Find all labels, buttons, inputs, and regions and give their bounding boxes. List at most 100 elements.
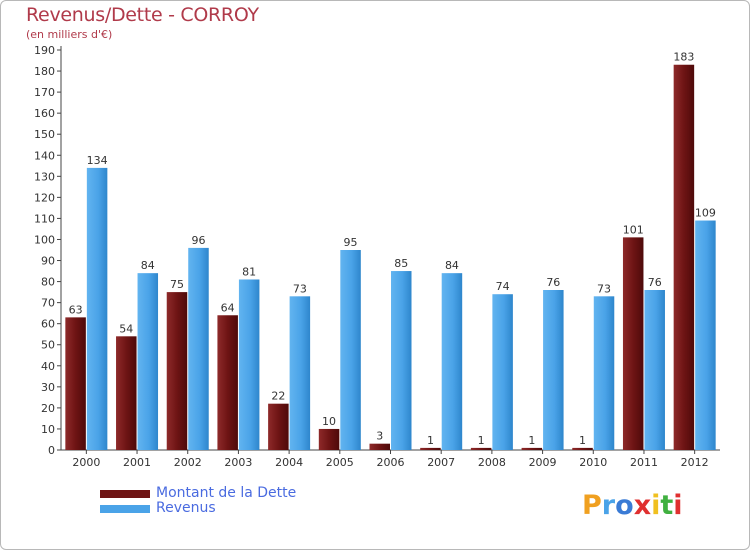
y-tick-label: 130 — [34, 170, 55, 183]
legend-item-revenus: Revenus — [100, 501, 296, 516]
bar-revenus — [391, 271, 412, 450]
bar-debt — [521, 447, 543, 450]
x-tick-label: 2000 — [72, 456, 100, 469]
bar-revenus — [441, 273, 463, 450]
bar-debt — [369, 443, 390, 450]
y-tick-label: 190 — [34, 44, 55, 57]
data-label-revenus: 96 — [191, 234, 205, 247]
x-tick-label: 2012 — [681, 456, 709, 469]
bar-debt — [65, 317, 86, 450]
x-tick-label: 2003 — [224, 456, 252, 469]
y-tick-label: 30 — [41, 381, 55, 394]
bar-debt — [318, 428, 340, 450]
bar-revenus — [492, 294, 513, 450]
chart-title: Revenus/Dette - CORROY — [26, 4, 259, 26]
data-label-debt: 10 — [322, 415, 336, 428]
bar-revenus — [593, 296, 615, 450]
bar-revenus — [188, 247, 209, 450]
data-label-revenus: 76 — [546, 276, 560, 289]
bar-debt — [420, 447, 441, 450]
legend-swatch-debt — [100, 489, 150, 498]
bar-debt — [572, 447, 593, 450]
legend-label-debt: Montant de la Dette — [156, 485, 297, 501]
logo-letter: r — [601, 490, 616, 521]
bar-debt — [217, 315, 238, 450]
x-tick-label: 2009 — [529, 456, 557, 469]
bar-debt — [673, 64, 695, 450]
bar-debt — [116, 336, 137, 450]
y-tick-label: 40 — [41, 360, 55, 373]
bar-revenus — [340, 250, 361, 450]
y-tick-label: 110 — [34, 212, 55, 225]
chart-subtitle: (en milliers d'€) — [26, 28, 113, 41]
data-labels: 63 134 54 84 75 96 64 81 22 73 10 95 3 85 1 84 1 74 1 76 1 73… — [69, 51, 716, 447]
logo-letter: i — [673, 490, 683, 521]
data-label-debt: 101 — [623, 223, 644, 236]
data-label-revenus: 84 — [445, 259, 459, 272]
data-label-revenus: 74 — [496, 280, 510, 293]
y-tick-label: 170 — [34, 86, 55, 99]
bar-revenus — [543, 290, 564, 450]
data-label-debt: 75 — [170, 278, 184, 291]
y-tick-label: 160 — [34, 107, 55, 120]
data-label-debt: 64 — [221, 301, 235, 314]
data-label-debt: 3 — [376, 430, 383, 443]
logo-letter: o — [615, 490, 634, 521]
bar-debt — [622, 237, 644, 450]
x-tick-label: 2001 — [123, 456, 151, 469]
data-label-revenus: 134 — [87, 154, 108, 167]
data-label-revenus: 73 — [597, 282, 611, 295]
bar-debt — [166, 292, 188, 450]
y-tick-label: 90 — [41, 255, 55, 268]
data-label-debt: 1 — [579, 434, 586, 447]
x-tick-label: 2006 — [377, 456, 405, 469]
axes: 0102030405060708090100110120130140150160… — [34, 44, 720, 469]
data-label-debt: 183 — [673, 51, 694, 64]
proxiti-logo: Proxiti — [582, 490, 683, 521]
logo-letter: P — [582, 490, 602, 521]
x-tick-label: 2011 — [630, 456, 658, 469]
logo-letter: t — [660, 490, 674, 521]
y-tick-label: 120 — [34, 191, 55, 204]
y-tick-label: 60 — [41, 318, 55, 331]
x-tick-label: 2007 — [427, 456, 455, 469]
y-tick-label: 80 — [41, 276, 55, 289]
legend: Montant de la Dette Revenus — [100, 486, 296, 516]
data-label-debt: 63 — [69, 303, 83, 316]
data-label-debt: 54 — [119, 322, 133, 335]
y-tick-label: 150 — [34, 128, 55, 141]
bar-revenus — [86, 167, 108, 451]
data-label-revenus: 95 — [344, 236, 358, 249]
data-label-debt: 1 — [528, 434, 535, 447]
x-tick-label: 2002 — [174, 456, 202, 469]
data-label-debt: 1 — [427, 434, 434, 447]
y-tick-label: 180 — [34, 65, 55, 78]
bar-revenus — [695, 220, 716, 450]
x-tick-label: 2004 — [275, 456, 303, 469]
bar-revenus — [137, 273, 159, 450]
y-tick-label: 0 — [48, 444, 55, 457]
bars — [65, 64, 716, 451]
x-tick-label: 2005 — [326, 456, 354, 469]
y-tick-label: 10 — [41, 423, 55, 436]
x-tick-label: 2010 — [579, 456, 607, 469]
y-tick-label: 20 — [41, 402, 55, 415]
y-tick-label: 140 — [34, 149, 55, 162]
data-label-revenus: 81 — [242, 265, 256, 278]
bar-debt — [268, 403, 289, 450]
logo-letter: i — [651, 490, 661, 521]
bar-revenus — [238, 279, 260, 450]
data-label-revenus: 84 — [141, 259, 155, 272]
x-tick-label: 2008 — [478, 456, 506, 469]
data-label-revenus: 73 — [293, 282, 307, 295]
data-label-revenus: 76 — [648, 276, 662, 289]
bar-revenus — [289, 296, 311, 450]
y-tick-label: 100 — [34, 233, 55, 246]
data-label-revenus: 109 — [695, 207, 716, 220]
data-label-debt: 1 — [478, 434, 485, 447]
legend-swatch-revenus — [100, 504, 150, 513]
data-label-debt: 22 — [271, 390, 285, 403]
y-tick-label: 70 — [41, 297, 55, 310]
legend-label-revenus: Revenus — [156, 500, 216, 516]
